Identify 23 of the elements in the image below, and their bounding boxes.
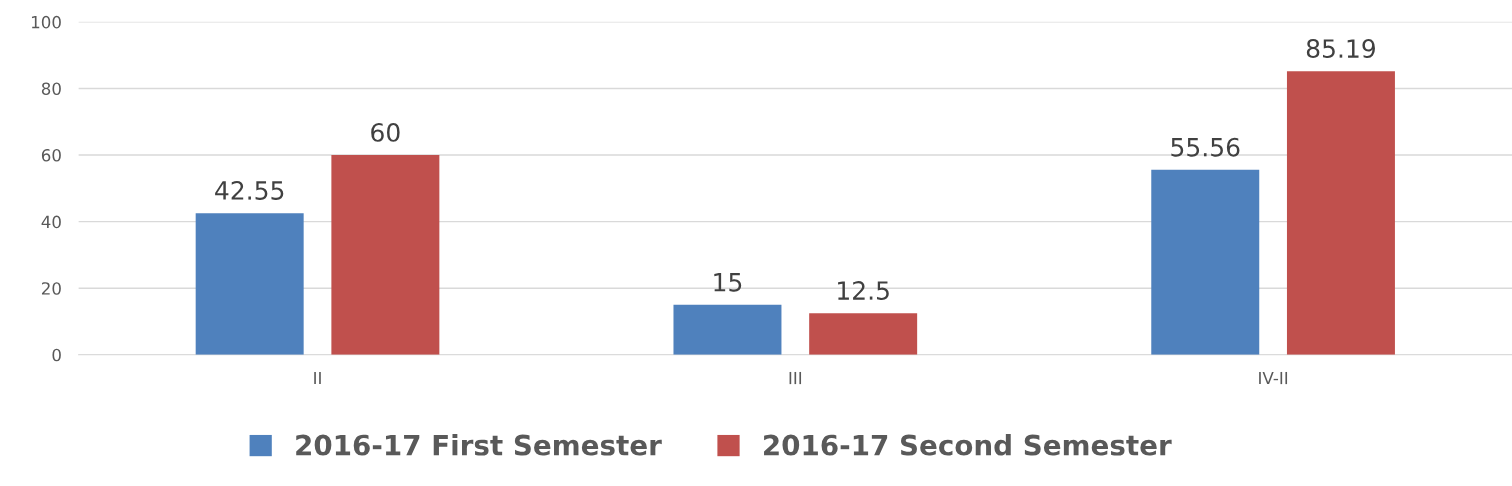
data-label: 55.56 — [1171, 137, 1240, 157]
bar — [809, 313, 918, 355]
data-label: 85.19 — [1306, 39, 1375, 58]
y-tick-label: 60 — [41, 149, 61, 162]
x-tick-label: IV-II — [1259, 371, 1288, 385]
bar — [195, 213, 304, 355]
data-label: 42.55 — [215, 181, 284, 200]
data-label: 12.5 — [838, 281, 889, 300]
bar — [1151, 169, 1260, 355]
bar — [673, 304, 782, 355]
y-tick-label: 100 — [31, 15, 61, 29]
bar — [1286, 71, 1395, 355]
x-tick-label: II — [314, 371, 321, 385]
legend-label: 2016-17 First Semester — [296, 434, 662, 456]
y-tick-label: 20 — [41, 282, 61, 295]
data-label: 15 — [714, 273, 742, 292]
data-label: 60 — [371, 122, 400, 142]
x-tick-label: III — [789, 371, 802, 385]
y-tick-label: 80 — [41, 82, 61, 96]
y-tick-label: 0 — [52, 348, 61, 362]
bar — [331, 155, 440, 355]
legend-label: 2016-17 Second Semester — [764, 434, 1172, 456]
y-tick-label: 40 — [41, 215, 61, 229]
